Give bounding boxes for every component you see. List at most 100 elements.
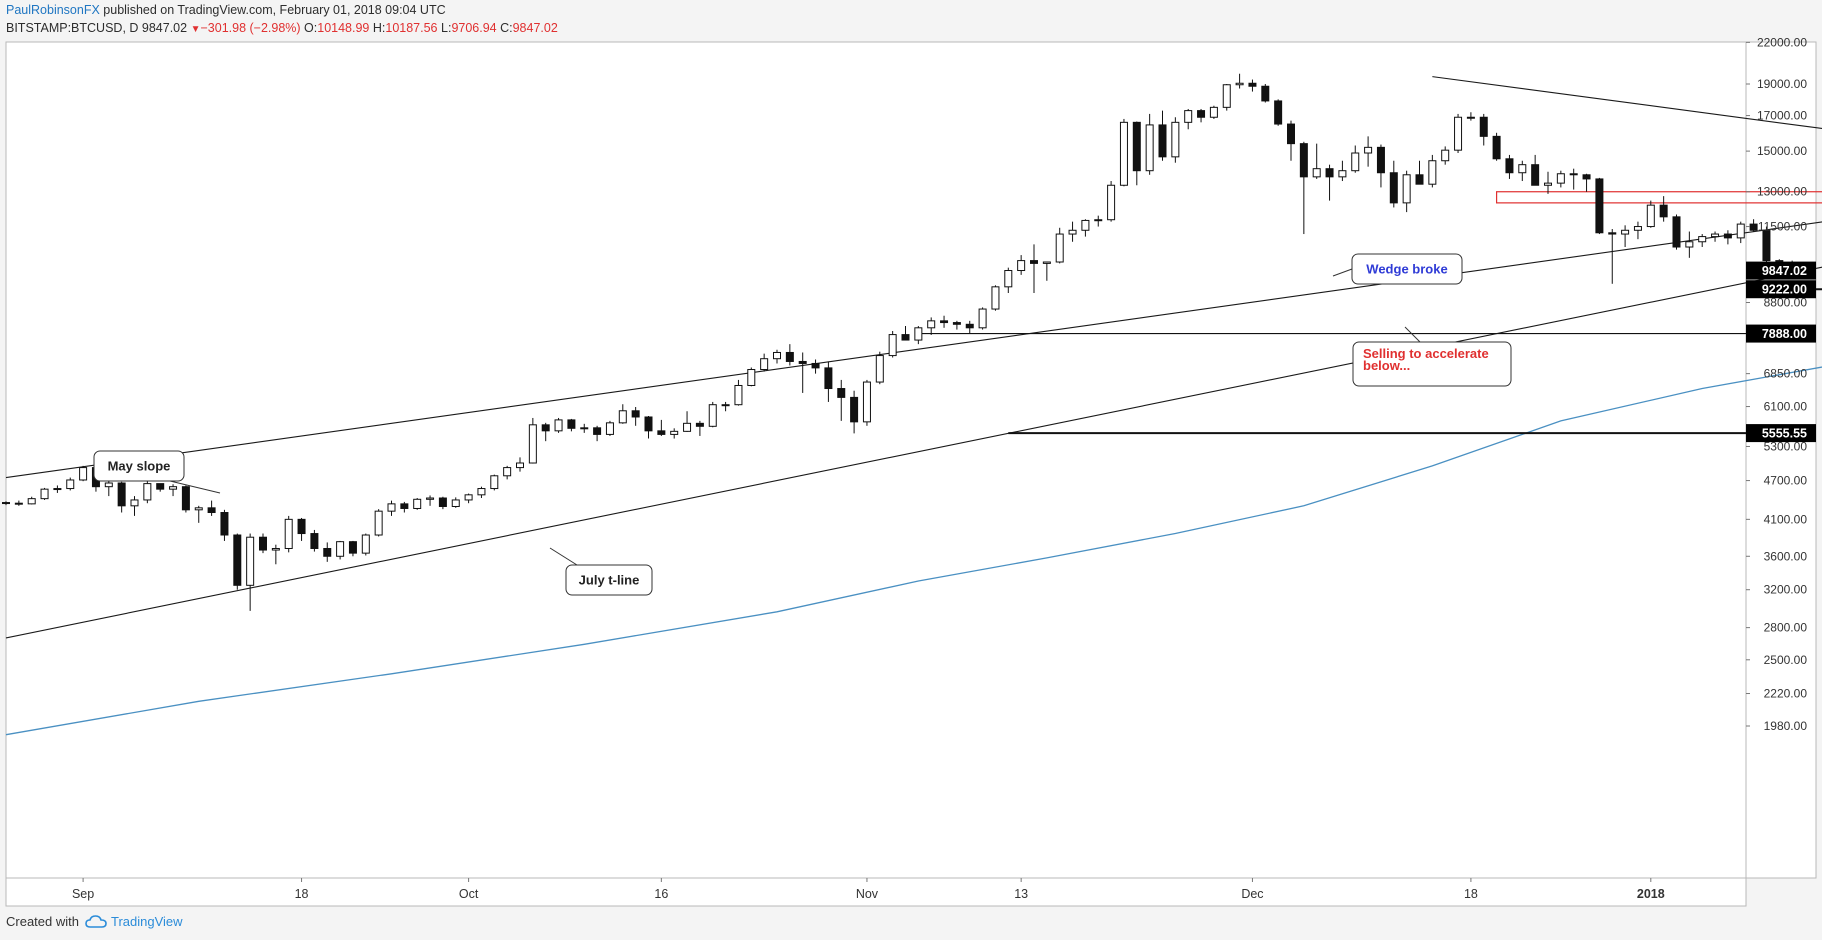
december-resistance-trendline <box>1432 76 1822 130</box>
candle-up <box>1646 204 1655 228</box>
price-tick-label: 13000.00 <box>1757 185 1807 199</box>
candle-down <box>1762 229 1771 262</box>
candle-up <box>1466 116 1475 119</box>
candle-down <box>837 388 846 398</box>
symbol-name[interactable]: BITSTAMP:BTCUSD, D <box>6 21 139 35</box>
selling-callout-text: below... <box>1363 358 1410 373</box>
candle-up <box>734 384 743 406</box>
time-tick-label: Sep <box>72 887 94 901</box>
candle-up <box>1633 226 1642 231</box>
candle-down <box>348 541 357 554</box>
candle-up <box>1184 110 1193 123</box>
candle-up <box>914 327 923 341</box>
low-value: 9706.94 <box>451 21 497 35</box>
publish-info: published on TradingView.com, February 0… <box>99 3 446 17</box>
candle-down <box>785 351 794 362</box>
candle-down <box>1608 232 1617 235</box>
candle-up <box>464 494 473 501</box>
candle-up <box>554 419 563 432</box>
price-tick-label: 3200.00 <box>1764 583 1808 597</box>
candle-up <box>760 358 769 371</box>
candle-up <box>1685 241 1694 248</box>
author-link[interactable]: PaulRobinsonFX <box>6 3 100 17</box>
candle-up <box>130 499 139 507</box>
candle-down <box>117 482 126 507</box>
candle-down <box>1376 146 1385 174</box>
candle-up <box>978 308 987 329</box>
candle-down <box>824 367 833 390</box>
candle-down <box>811 362 820 369</box>
candle-up <box>271 547 280 551</box>
time-tick-label: 18 <box>1464 887 1478 901</box>
candle-down <box>850 396 859 423</box>
price-tick-label: 17000.00 <box>1757 109 1807 123</box>
candle-down <box>1261 85 1270 102</box>
price-tick-label: 4700.00 <box>1764 474 1808 488</box>
publish-header: PaulRobinsonFX published on TradingView.… <box>6 3 446 17</box>
candle-up <box>1402 174 1411 204</box>
time-tick-label: 13 <box>1014 887 1028 901</box>
candle-down <box>233 534 242 586</box>
candle-up <box>516 462 524 469</box>
time-tick-label: Dec <box>1241 887 1263 901</box>
candle-up <box>336 541 345 557</box>
last-price: 9847.02 <box>141 21 188 35</box>
wedge-broke-callout-pointer <box>1332 268 1353 277</box>
candle-down <box>567 419 576 429</box>
candle-up <box>374 510 383 536</box>
july-tline-callout-pointer <box>549 547 578 566</box>
candle-down <box>310 533 319 549</box>
price-tick-label: 15000.00 <box>1757 144 1807 158</box>
candle-up <box>618 410 627 424</box>
candle-down <box>14 502 23 505</box>
candle-up <box>1518 164 1527 174</box>
candle-up <box>104 482 113 488</box>
candle-up <box>1711 233 1720 238</box>
candle-up <box>246 536 255 586</box>
candle-up <box>1454 116 1463 151</box>
candle-up <box>66 479 75 490</box>
price-tick-label: 19000.00 <box>1757 77 1807 91</box>
candle-up <box>1094 219 1103 222</box>
level-9222.00-badge <box>1746 280 1816 299</box>
candle-up <box>1351 152 1360 172</box>
candle-up <box>683 422 692 432</box>
price-change: −301.98 (−2.98%) <box>200 21 301 35</box>
candle-up <box>888 334 897 357</box>
candle-down <box>695 422 704 427</box>
candle-up <box>927 320 936 329</box>
candle-down <box>220 512 229 536</box>
candle-up <box>721 404 730 407</box>
candle-up <box>991 286 1000 310</box>
price-tick-label: 3600.00 <box>1764 549 1808 563</box>
candle-up <box>1209 106 1218 118</box>
footer: Created with TradingView <box>6 914 183 929</box>
time-tick-label: 2018 <box>1637 887 1665 901</box>
level-5555.55-label: 5555.55 <box>1762 427 1807 441</box>
tradingview-brand[interactable]: TradingView <box>85 914 183 929</box>
candle-up <box>143 483 152 501</box>
candle-up <box>169 486 178 490</box>
candle-up <box>194 507 203 511</box>
price-tick-label: 2220.00 <box>1764 687 1808 701</box>
time-tick-label: 18 <box>295 887 309 901</box>
price-tick-label: 2500.00 <box>1764 653 1808 667</box>
candle-down <box>1749 223 1758 231</box>
candle-down <box>1197 110 1206 118</box>
candle-up <box>1017 260 1026 272</box>
may-slope-callout-box <box>93 450 185 482</box>
candle-down <box>207 507 216 514</box>
candle-up <box>1107 184 1116 221</box>
july-tline-callout-text: July t-line <box>579 573 640 588</box>
candle-up <box>670 430 679 435</box>
price-tick-label: 2800.00 <box>1764 621 1808 635</box>
low-label: L: <box>441 21 452 35</box>
candle-down <box>1325 168 1334 178</box>
candle-down <box>631 410 640 418</box>
candle-up <box>1081 219 1090 231</box>
candle-down <box>1299 143 1308 178</box>
candle-down <box>593 427 602 435</box>
july-tline-callout-box <box>565 564 653 596</box>
candle-up <box>875 355 884 383</box>
